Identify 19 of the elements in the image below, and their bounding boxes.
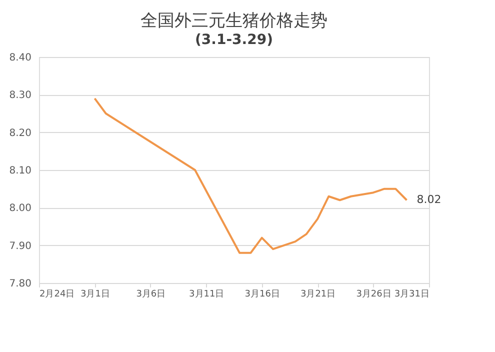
y-tick-label: 8.30 (9, 90, 32, 102)
y-tick-label: 7.90 (9, 240, 32, 252)
y-tick-label: 7.80 (9, 278, 32, 290)
y-tick-label: 8.40 (9, 52, 32, 64)
x-tick-label: 3月26日 (356, 290, 392, 300)
chart-title: 全国外三元生猪价格走势 (140, 11, 328, 31)
x-tick-label: 3月16日 (244, 290, 280, 300)
chart-subtitle: (3.1-3.29) (195, 32, 273, 48)
data-label: 8.02 (416, 193, 442, 206)
x-tick-label: 3月21日 (300, 290, 336, 300)
y-tick-label: 8.00 (9, 203, 32, 214)
x-tick-label: 3月11日 (189, 290, 224, 300)
x-tick-label: 3月31日 (394, 290, 430, 300)
line-series (94, 97, 408, 254)
x-tick-label: 2月24日 (40, 290, 75, 300)
y-tick-label: 8.20 (9, 128, 32, 139)
y-tick-label: 8.10 (9, 166, 32, 176)
x-tick-label: 3月1日 (80, 290, 110, 300)
x-tick-label: 3月6日 (136, 290, 166, 300)
